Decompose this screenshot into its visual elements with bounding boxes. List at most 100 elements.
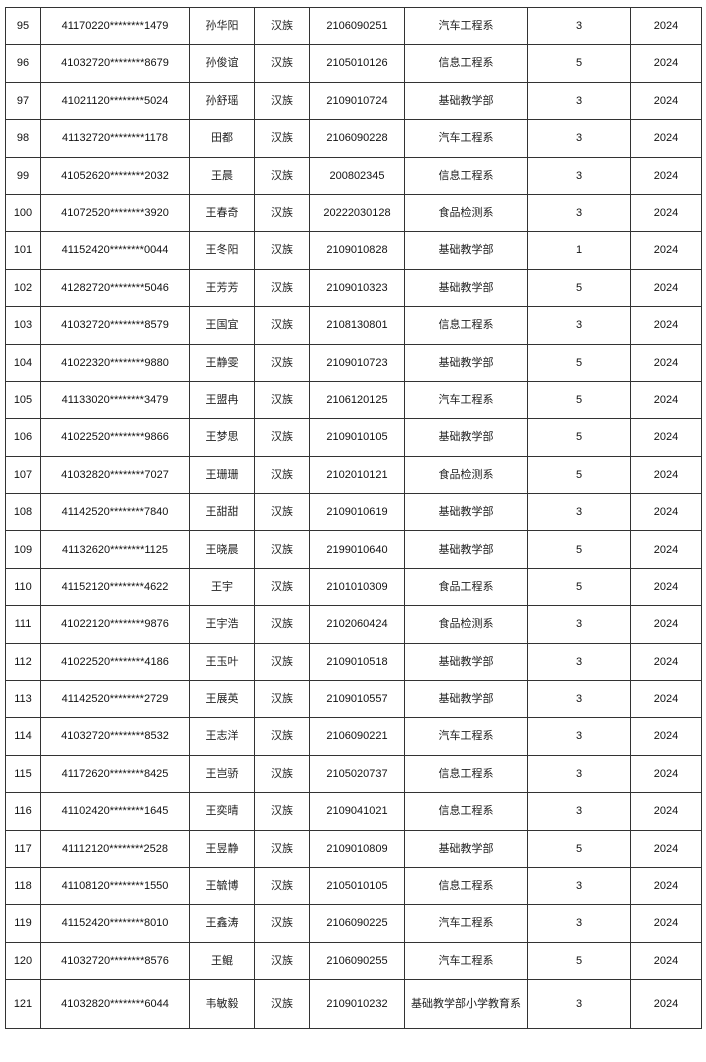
table-row: 121 41032820********6044 韦敏毅 汉族 2109010232 基础… (5, 979, 702, 1030)
row-number-cell: 113 (5, 680, 41, 719)
year-cell: 2024 (630, 829, 702, 868)
row-number-cell: 115 (5, 754, 41, 794)
year-cell: 2024 (630, 567, 702, 607)
value-cell: 5 (527, 530, 631, 569)
student-number-cell: 2109010723 (309, 343, 405, 382)
value-cell: 3 (527, 717, 631, 756)
student-number-cell: 2105010105 (309, 866, 405, 906)
table-row: 120 41032720********8576 王鲲 汉族 2106090255 汽车工… (5, 941, 702, 981)
year-cell: 2024 (630, 642, 702, 682)
student-number-cell: 2106090251 (309, 6, 405, 46)
table-row: 107 41032820********7027 王珊珊 汉族 2102010121 食品… (5, 455, 702, 495)
id-number-cell: 41032720********8579 (40, 306, 190, 345)
id-number-cell: 41132720********1178 (40, 119, 190, 158)
table-row: 110 41152120********4622 王宇 汉族 2101010309 食品工… (5, 567, 702, 607)
year-cell: 2024 (630, 231, 702, 270)
department-cell: 信息工程系 (404, 754, 528, 794)
year-cell: 2024 (630, 343, 702, 382)
table-row: 105 41133020********3479 王盟冉 汉族 2106120125 汽车… (5, 380, 702, 420)
student-number-cell: 20222030128 (309, 193, 405, 233)
row-number-cell: 97 (5, 81, 41, 121)
name-cell: 王春奇 (189, 193, 255, 233)
ethnicity-cell: 汉族 (254, 754, 310, 794)
department-cell: 基础教学部 (404, 81, 528, 121)
ethnicity-cell: 汉族 (254, 829, 310, 868)
value-cell: 5 (527, 44, 631, 83)
name-cell: 王宇 (189, 567, 255, 607)
student-number-cell: 2106120125 (309, 380, 405, 420)
name-cell: 王奕晴 (189, 792, 255, 831)
ethnicity-cell: 汉族 (254, 193, 310, 233)
ethnicity-cell: 汉族 (254, 455, 310, 495)
ethnicity-cell: 汉族 (254, 904, 310, 943)
table-row: 104 41022320********9880 王静雯 汉族 2109010723 基础… (5, 343, 702, 382)
value-cell: 5 (527, 829, 631, 868)
student-number-cell: 2109010828 (309, 231, 405, 270)
ethnicity-cell: 汉族 (254, 343, 310, 382)
department-cell: 信息工程系 (404, 44, 528, 83)
table-row: 111 41022120********9876 王宇浩 汉族 2102060424 食品… (5, 605, 702, 644)
value-cell: 5 (527, 418, 631, 457)
id-number-cell: 41032820********6044 (40, 979, 190, 1030)
table-row: 102 41282720********5046 王芳芳 汉族 2109010323 基础… (5, 268, 702, 308)
year-cell: 2024 (630, 979, 702, 1030)
value-cell: 3 (527, 6, 631, 46)
ethnicity-cell: 汉族 (254, 493, 310, 532)
year-cell: 2024 (630, 380, 702, 420)
year-cell: 2024 (630, 306, 702, 345)
ethnicity-cell: 汉族 (254, 642, 310, 682)
row-number-cell: 99 (5, 156, 41, 195)
year-cell: 2024 (630, 44, 702, 83)
ethnicity-cell: 汉族 (254, 44, 310, 83)
row-number-cell: 107 (5, 455, 41, 495)
department-cell: 信息工程系 (404, 792, 528, 831)
year-cell: 2024 (630, 418, 702, 457)
id-number-cell: 41032720********8532 (40, 717, 190, 756)
value-cell: 5 (527, 941, 631, 981)
name-cell: 王珊珊 (189, 455, 255, 495)
value-cell: 3 (527, 493, 631, 532)
value-cell: 5 (527, 268, 631, 308)
ethnicity-cell: 汉族 (254, 605, 310, 644)
id-number-cell: 41032720********8679 (40, 44, 190, 83)
name-cell: 王盟冉 (189, 380, 255, 420)
value-cell: 3 (527, 754, 631, 794)
id-number-cell: 41102420********1645 (40, 792, 190, 831)
student-number-cell: 2106090221 (309, 717, 405, 756)
student-number-cell: 2109010619 (309, 493, 405, 532)
row-number-cell: 119 (5, 904, 41, 943)
ethnicity-cell: 汉族 (254, 418, 310, 457)
student-number-cell: 2108130801 (309, 306, 405, 345)
table-row: 95 41170220********1479 孙华阳 汉族 2106090251 汽车工… (5, 6, 702, 46)
year-cell: 2024 (630, 792, 702, 831)
value-cell: 3 (527, 81, 631, 121)
table-body: 95 41170220********1479 孙华阳 汉族 2106090251 汽车工… (5, 6, 702, 1030)
row-number-cell: 95 (5, 6, 41, 46)
ethnicity-cell: 汉族 (254, 306, 310, 345)
year-cell: 2024 (630, 268, 702, 308)
name-cell: 王晨 (189, 156, 255, 195)
student-number-cell: 2106090225 (309, 904, 405, 943)
name-cell: 王展英 (189, 680, 255, 719)
department-cell: 基础教学部 (404, 418, 528, 457)
student-number-cell: 2105010126 (309, 44, 405, 83)
table-row: 106 41022520********9866 王梦思 汉族 2109010105 基础… (5, 418, 702, 457)
ethnicity-cell: 汉族 (254, 268, 310, 308)
year-cell: 2024 (630, 455, 702, 495)
value-cell: 5 (527, 343, 631, 382)
department-cell: 信息工程系 (404, 156, 528, 195)
ethnicity-cell: 汉族 (254, 380, 310, 420)
student-number-cell: 2199010640 (309, 530, 405, 569)
year-cell: 2024 (630, 605, 702, 644)
table-row: 115 41172620********8425 王岂骄 汉族 2105020737 信息… (5, 754, 702, 794)
department-cell: 基础教学部 (404, 343, 528, 382)
row-number-cell: 108 (5, 493, 41, 532)
name-cell: 王昱静 (189, 829, 255, 868)
year-cell: 2024 (630, 156, 702, 195)
year-cell: 2024 (630, 530, 702, 569)
value-cell: 3 (527, 193, 631, 233)
ethnicity-cell: 汉族 (254, 941, 310, 981)
id-number-cell: 41170220********1479 (40, 6, 190, 46)
table-row: 114 41032720********8532 王志洋 汉族 2106090221 汽车… (5, 717, 702, 756)
row-number-cell: 105 (5, 380, 41, 420)
